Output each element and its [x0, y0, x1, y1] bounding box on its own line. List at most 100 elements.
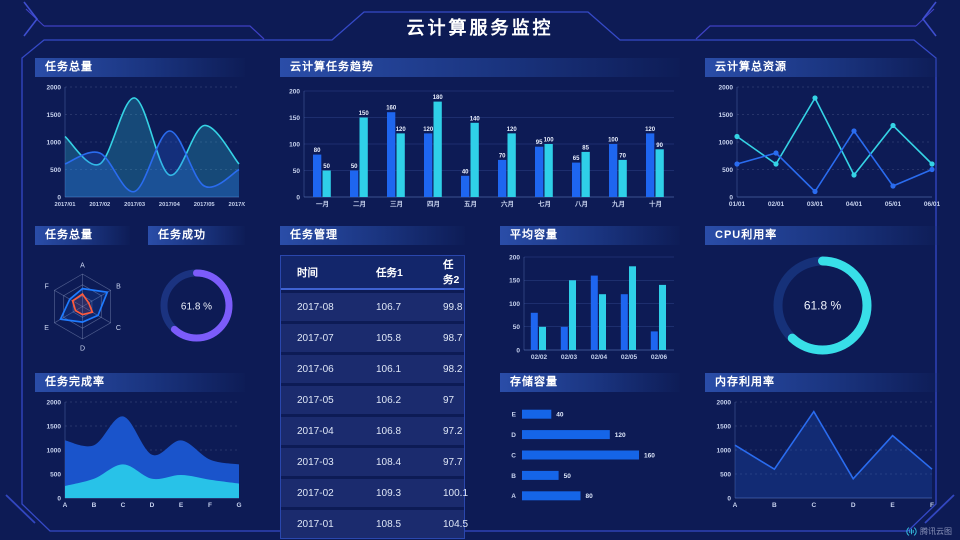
memory-chart: 0 500 1000 1500 2000 A B C D E F [717, 399, 934, 509]
table-cell: 106.2 [375, 383, 442, 414]
svg-text:B: B [511, 473, 516, 480]
svg-text:120: 120 [396, 127, 407, 133]
svg-text:1000: 1000 [47, 447, 62, 454]
svg-text:120: 120 [615, 432, 626, 439]
table-cell: 98.7 [442, 321, 464, 352]
svg-text:1500: 1500 [719, 112, 734, 119]
svg-text:02/02: 02/02 [531, 354, 548, 361]
panel-cpu-usage: CPU利用率 61.8 % [705, 226, 940, 366]
svg-text:0: 0 [516, 347, 520, 354]
svg-text:E: E [512, 412, 517, 419]
table-cell: 109.3 [375, 476, 442, 507]
panel-title-cpu-usage: CPU利用率 [705, 226, 940, 245]
svg-text:2017/01: 2017/01 [55, 202, 77, 208]
task-table-body: 2017-08 106.7 99.8 2017-07 105.8 98.7 2017-06 1… [281, 290, 468, 538]
panel-title-task-manage: 任务管理 [280, 226, 465, 245]
svg-text:80: 80 [586, 493, 594, 500]
svg-text:2000: 2000 [719, 84, 734, 91]
svg-text:500: 500 [50, 167, 61, 174]
svg-text:1500: 1500 [717, 423, 732, 430]
svg-text:150: 150 [359, 111, 370, 117]
task-table: 时间 任务1 任务2 2017-08 106.7 99.8 2017-07 105.8 98.… [281, 256, 468, 538]
svg-text:十月: 十月 [649, 199, 662, 208]
svg-text:五月: 五月 [464, 200, 477, 208]
table-row: 2017-03 108.4 97.7 [281, 445, 464, 476]
table-row: 2017-04 106.8 97.2 [281, 414, 464, 445]
svg-text:90: 90 [656, 143, 663, 149]
svg-text:80: 80 [314, 148, 321, 154]
svg-text:50: 50 [351, 164, 358, 170]
svg-text:2000: 2000 [717, 399, 732, 406]
table-cell: 108.5 [375, 507, 442, 538]
table-cell: 2017-01 [281, 507, 375, 538]
svg-text:0: 0 [57, 194, 61, 201]
panel-title-storage: 存储容量 [500, 373, 680, 392]
svg-text:100: 100 [509, 301, 520, 308]
panel-task-total-line: 任务总量 0 500 1000 1500 2000 2017/01 2017/02 2017/… [35, 58, 245, 213]
panel-task-manage: 任务管理 时间 任务1 任务2 2017-08 106.7 99.8 2017-07 105… [280, 226, 468, 539]
task-completion-chart: 0 500 1000 1500 2000 A B C D E F G [47, 399, 242, 509]
svg-text:04/01: 04/01 [846, 201, 863, 208]
svg-text:E: E [179, 502, 184, 509]
svg-text:02/05: 02/05 [621, 354, 638, 361]
panel-title-cloud-task-trend: 云计算任务趋势 [280, 58, 680, 77]
svg-text:2017/05: 2017/05 [194, 202, 216, 208]
svg-text:A: A [733, 502, 738, 509]
svg-text:1500: 1500 [47, 112, 62, 119]
panel-storage: 存储容量 E 40 D 120 C 160 B 50 A 80 [500, 373, 680, 514]
table-cell: 2017-07 [281, 321, 375, 352]
svg-text:200: 200 [289, 88, 300, 95]
svg-text:B: B [92, 502, 97, 509]
table-cell: 97.7 [442, 445, 464, 476]
svg-text:E: E [44, 325, 49, 332]
svg-text:A: A [511, 493, 516, 500]
svg-text:140: 140 [470, 116, 481, 122]
svg-text:1000: 1000 [717, 447, 732, 454]
task-total-line-chart: 0 500 1000 1500 2000 2017/01 2017/02 2017/03 201… [47, 84, 245, 208]
task-table-wrap: 时间 任务1 任务2 2017-08 106.7 99.8 2017-07 105.8 98.… [280, 255, 468, 539]
table-cell: 106.7 [375, 290, 442, 321]
svg-text:1000: 1000 [719, 139, 734, 146]
svg-text:150: 150 [509, 278, 520, 285]
table-cell: 2017-03 [281, 445, 375, 476]
table-cell: 98.2 [442, 352, 464, 383]
svg-text:F: F [930, 502, 934, 509]
svg-text:D: D [150, 502, 155, 509]
table-row: 2017-08 106.7 99.8 [281, 290, 464, 321]
table-cell: 104.5 [442, 507, 468, 538]
avg-capacity-chart: 0 50 100 150 200 02/02 02/03 02/04 02/05 02/06 [509, 254, 674, 361]
svg-text:A: A [80, 263, 85, 270]
svg-text:02/04: 02/04 [591, 354, 608, 361]
svg-text:B: B [772, 502, 777, 509]
table-header-row: 时间 任务1 任务2 [281, 256, 464, 290]
task-total-radar-chart: A B C D E F [44, 263, 121, 353]
svg-text:150: 150 [289, 115, 300, 122]
svg-text:01/01: 01/01 [729, 201, 746, 208]
panel-cloud-task-trend: 云计算任务趋势 0 50 100 150 200 80 50 160 120 40 70 95 65 10… [280, 58, 680, 213]
svg-text:F: F [44, 283, 48, 290]
svg-text:C: C [811, 502, 816, 509]
table-cell: 2017-06 [281, 352, 375, 383]
svg-text:0: 0 [729, 194, 733, 201]
table-row: 2017-01 108.5 104.5 [281, 507, 468, 538]
panel-task-success: 任务成功 61.8 % [148, 226, 245, 366]
svg-text:61.8 %: 61.8 % [181, 302, 212, 313]
svg-text:40: 40 [556, 412, 564, 419]
svg-text:2017/06: 2017/06 [229, 202, 245, 208]
svg-text:40: 40 [462, 169, 469, 175]
svg-text:B: B [116, 283, 121, 290]
footer-logo-text: 腾讯云图 [920, 527, 952, 536]
panel-task-completion: 任务完成率 0 500 1000 1500 2000 A B C D E F G [35, 373, 245, 514]
svg-text:九月: 九月 [611, 199, 625, 208]
svg-text:C: C [511, 452, 516, 459]
svg-text:120: 120 [645, 127, 656, 133]
panel-title-task-total-line: 任务总量 [35, 58, 245, 77]
cpu-usage-gauge: 61.8 % [773, 256, 872, 355]
svg-text:500: 500 [722, 167, 733, 174]
page-title: 云计算服务监控 [406, 18, 554, 38]
svg-text:0: 0 [57, 495, 61, 502]
panel-task-total-radar: 任务总量 A B C D E F [35, 226, 130, 366]
svg-text:四月: 四月 [427, 200, 440, 208]
svg-text:65: 65 [573, 156, 580, 162]
table-row: 2017-06 106.1 98.2 [281, 352, 464, 383]
